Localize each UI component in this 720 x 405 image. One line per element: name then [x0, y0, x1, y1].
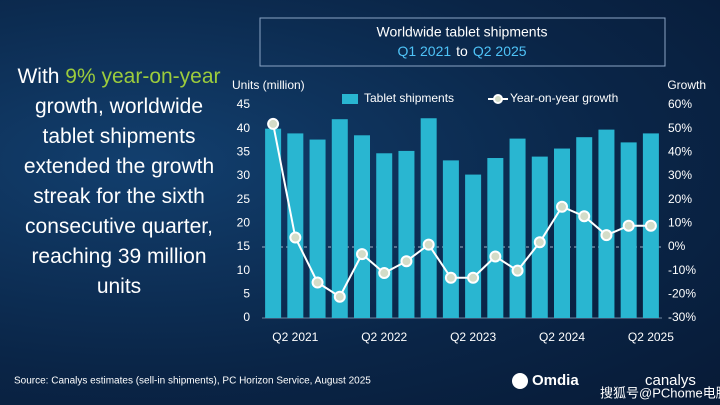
- marker: [422, 238, 435, 251]
- marker: [556, 200, 568, 213]
- marker: [267, 117, 280, 130]
- bar: [598, 129, 615, 318]
- y2-tick-label: 50%: [668, 121, 692, 135]
- marker: [511, 264, 524, 277]
- logo: Omdia: [532, 372, 579, 389]
- subtitle-part: Q2 2025: [473, 43, 527, 59]
- bar: [576, 137, 593, 318]
- watermark: 搜狐号@PChome电脑之家: [600, 385, 720, 400]
- headline-part: growth, worldwide tablet shipments exten…: [23, 95, 215, 298]
- source: Source: Canalys estimates (sell-in shipm…: [14, 376, 371, 387]
- subtitle-part: Q1 2021: [397, 43, 451, 59]
- y-tick-label: 25: [237, 192, 251, 206]
- marker: [400, 255, 413, 268]
- marker: [578, 210, 591, 223]
- marker: [489, 250, 502, 263]
- marker: [333, 290, 346, 303]
- x-tick-label: Q2 2024: [539, 330, 585, 344]
- y-tick-label: 5: [243, 287, 250, 301]
- legend-swatch: [342, 94, 358, 104]
- y2-tick-label: -20%: [668, 287, 696, 301]
- y2-tick-label: 0%: [668, 239, 686, 253]
- legend-label: Tablet shipments: [364, 91, 454, 105]
- y2-axis-title: Growth: [667, 78, 706, 92]
- bar: [509, 138, 526, 318]
- headline: With 9% year-on-year growth, worldwide t…: [8, 62, 230, 302]
- marker: [622, 219, 635, 232]
- line: [272, 123, 651, 299]
- marker: [378, 267, 391, 280]
- chart-subtitle: Q1 2021 to Q2 2025: [397, 43, 526, 59]
- y-tick-label: 20: [237, 216, 251, 230]
- bar: [398, 150, 415, 318]
- bar: [465, 174, 482, 318]
- marker: [467, 271, 480, 284]
- marker: [533, 236, 546, 249]
- bar: [487, 158, 504, 318]
- x-tick-label: Q2 2021: [272, 330, 318, 344]
- marker: [644, 219, 657, 232]
- marker: [289, 231, 302, 244]
- x-tick-label: Q2 2022: [361, 330, 407, 344]
- marker: [311, 276, 324, 289]
- bar: [265, 128, 282, 318]
- bar: [442, 160, 459, 318]
- bar: [309, 139, 326, 318]
- x-tick-label: Q2 2023: [450, 330, 496, 344]
- bar: [376, 153, 393, 318]
- bar: [287, 133, 304, 318]
- y2-tick-label: -30%: [668, 310, 696, 324]
- x-tick-label: Q2 2025: [628, 330, 674, 344]
- subtitle-part: to: [456, 43, 468, 59]
- marker: [444, 271, 457, 284]
- bar: [331, 119, 348, 318]
- marker: [356, 248, 368, 261]
- bar: [354, 135, 370, 318]
- logo: canalys: [645, 372, 696, 389]
- y-tick-label: 45: [237, 97, 251, 111]
- y2-tick-label: 40%: [668, 145, 692, 159]
- logo-icon: [512, 373, 528, 389]
- y-axis-title: Units (million): [232, 78, 305, 92]
- legend-label: Year-on-year growth: [510, 91, 618, 105]
- marker: [600, 229, 613, 242]
- y-tick-label: 40: [237, 121, 251, 135]
- headline-part: With: [17, 65, 60, 88]
- y2-tick-label: 20%: [668, 192, 692, 206]
- y-tick-label: 35: [237, 145, 251, 159]
- y2-tick-label: 30%: [668, 168, 692, 182]
- chart-title: Worldwide tablet shipments: [377, 24, 548, 40]
- y2-tick-label: 10%: [668, 216, 692, 230]
- y-tick-label: 30: [237, 168, 251, 182]
- y-tick-label: 0: [243, 310, 250, 324]
- title-box: [259, 17, 666, 67]
- headline-part: 9% year-on-year: [65, 65, 221, 88]
- y-tick-label: 15: [237, 239, 251, 253]
- bar: [420, 118, 437, 319]
- y2-tick-label: -10%: [668, 263, 696, 277]
- y-tick-label: 10: [237, 263, 251, 277]
- bar: [554, 148, 570, 318]
- legend-swatch: [493, 94, 503, 104]
- y2-tick-label: 60%: [668, 97, 692, 111]
